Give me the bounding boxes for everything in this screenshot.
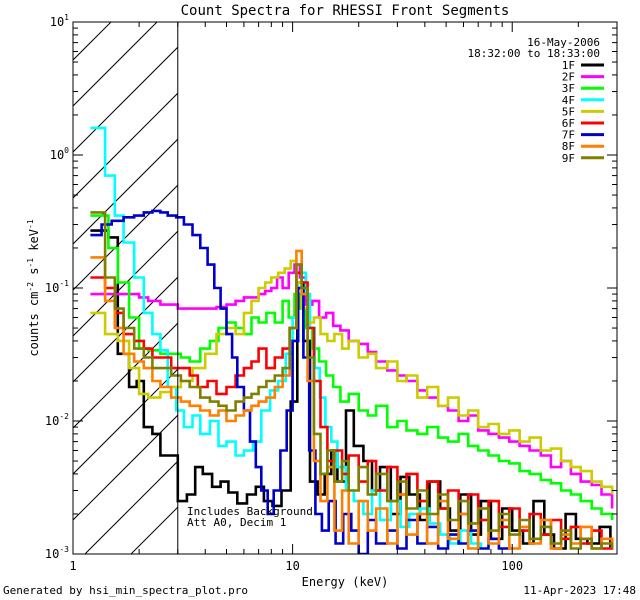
observation-date: 16-May-2006 (527, 36, 600, 49)
y-tick-label: 10-3 (45, 545, 69, 561)
legend-label-5F: 5F (562, 105, 575, 118)
legend-label-3F: 3F (562, 82, 575, 95)
chart-title: Count Spectra for RHESSI Front Segments (181, 3, 510, 19)
hatch-line (73, 92, 178, 199)
x-axis-label: Energy (keV) (302, 575, 389, 589)
hatch-line (84, 460, 178, 554)
series-line-7F (90, 209, 511, 554)
hatch-line (73, 414, 178, 521)
observation-time-range: 18:32:00 to 18:33:00 (468, 47, 600, 60)
legend-label-8F: 8F (562, 140, 575, 153)
hatch-line (73, 46, 178, 153)
legend-label-4F: 4F (562, 94, 575, 107)
hatch-line (73, 368, 178, 475)
y-tick-label: 10-2 (45, 412, 69, 428)
annotation-background: Includes Background (187, 505, 313, 518)
legend-label-1F: 1F (562, 59, 575, 72)
series-line-5F (90, 259, 614, 495)
x-tick-label: 10 (285, 559, 299, 573)
x-tick-label: 100 (501, 559, 523, 573)
series-line-3F (90, 214, 614, 520)
generated-by-note: Generated by hsi_min_spectra_plot.pro (3, 584, 249, 597)
legend-label-9F: 9F (562, 152, 575, 165)
axis-ticks (72, 22, 618, 555)
series-layer (90, 126, 614, 554)
y-tick-label: 10-1 (45, 279, 69, 295)
x-tick-labels: 1 10 100 (69, 559, 523, 573)
y-tick-label: 101 (50, 13, 69, 29)
hatch-line (73, 276, 178, 383)
legend-label-6F: 6F (562, 117, 575, 130)
x-tick-label: 1 (69, 559, 76, 573)
hatch-line (73, 230, 178, 337)
series-line-9F (90, 211, 614, 550)
annotation-attenuator: Att A0, Decim 1 (187, 516, 286, 529)
y-axis-label: counts cm-2 s-1 keV-1 (26, 219, 41, 356)
y-tick-labels: 10-3 10-2 10-1 100 101 (45, 13, 69, 561)
legend-label-7F: 7F (562, 129, 575, 142)
y-tick-label: 100 (50, 146, 69, 162)
legend-label-2F: 2F (562, 71, 575, 84)
render-timestamp: 11-Apr-2023 17:48 (523, 584, 636, 597)
